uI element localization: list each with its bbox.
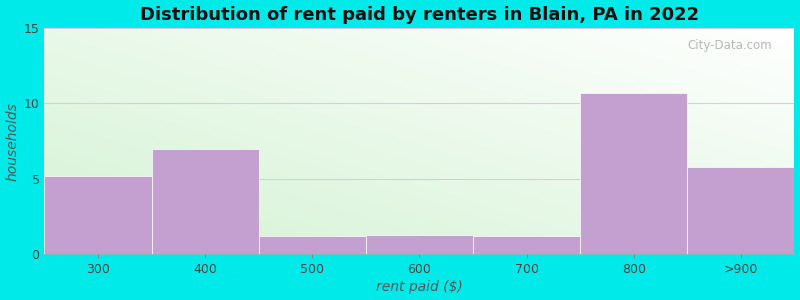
Bar [473,236,580,254]
Text: City-Data.com: City-Data.com [687,39,772,52]
Bar [258,236,366,254]
Bar [366,235,473,254]
X-axis label: rent paid ($): rent paid ($) [376,280,463,294]
Y-axis label: households: households [6,102,19,181]
Bar [45,176,151,254]
Bar [580,93,687,254]
Bar [687,167,794,254]
Title: Distribution of rent paid by renters in Blain, PA in 2022: Distribution of rent paid by renters in … [140,6,699,24]
Bar [151,148,258,254]
